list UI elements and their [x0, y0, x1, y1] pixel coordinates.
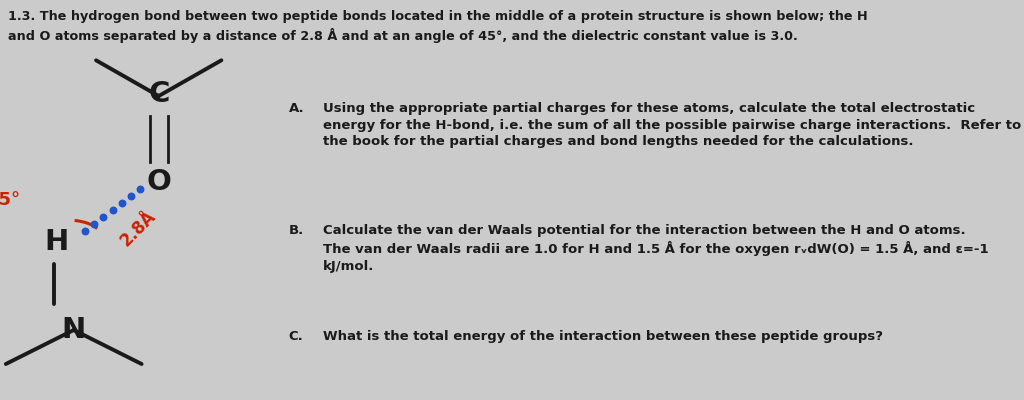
Text: Calculate the van der Waals potential for the interaction between the H and O at: Calculate the van der Waals potential fo…: [323, 224, 988, 273]
Text: O: O: [146, 168, 171, 196]
Text: Using the appropriate partial charges for these atoms, calculate the total elect: Using the appropriate partial charges fo…: [323, 102, 1021, 148]
Text: 2.8Å: 2.8Å: [117, 207, 160, 249]
Text: A.: A.: [289, 102, 304, 115]
Text: What is the total energy of the interaction between these peptide groups?: What is the total energy of the interact…: [323, 330, 883, 343]
Text: H: H: [44, 228, 69, 256]
Text: N: N: [61, 316, 86, 344]
Point: [104, 207, 121, 213]
Point: [123, 193, 139, 199]
Text: 1.3. The hydrogen bond between two peptide bonds located in the middle of a prot: 1.3. The hydrogen bond between two pepti…: [8, 10, 867, 43]
Point: [95, 214, 112, 220]
Text: B.: B.: [289, 224, 304, 237]
Text: 45°: 45°: [0, 191, 20, 209]
Point: [86, 221, 102, 227]
Point: [77, 228, 93, 234]
Point: [114, 200, 130, 206]
Text: C.: C.: [289, 330, 303, 343]
Point: [132, 186, 148, 192]
Text: C: C: [148, 80, 169, 108]
